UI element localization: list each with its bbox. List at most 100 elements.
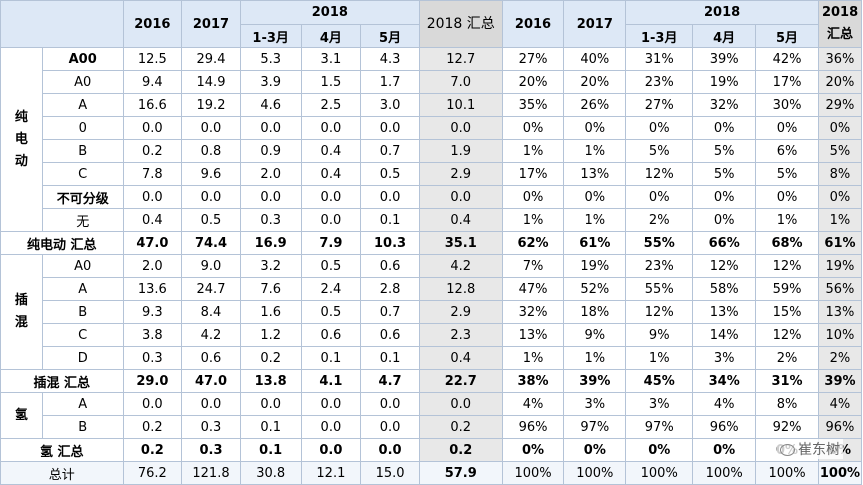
share-cell: 14% [692,323,757,347]
share-cell: 100% [563,461,627,485]
share-cell: 0% [563,438,627,462]
share-cell: 12% [755,323,819,347]
volume-cell: 10.3 [360,231,420,255]
volume-cell: 2.3 [418,323,503,347]
share-cell: 100% [625,461,694,485]
share-cell: 58% [692,277,757,301]
share-cell: 1% [501,139,565,163]
volume-cell: 29.0 [122,369,183,393]
share-cell: 3% [625,392,694,416]
volume-cell: 2.9 [418,300,503,324]
volume-cell: 30.8 [239,461,302,485]
segment-label: B [41,139,124,163]
share-cell: 59% [755,277,819,301]
volume-cell: 0.0 [300,185,362,209]
share-cell: 9% [563,323,627,347]
share-cell: 2% [755,346,819,370]
share-cell: 39% [692,47,757,71]
volume-cell: 4.2 [181,323,241,347]
table-row: 插混 A0 2.0 9.0 3.2 0.5 0.6 4.2 7% 19% 23% 12% 12% 19% [0,254,863,370]
volume-cell: 0.4 [300,162,362,186]
share-cell: 0% [625,438,694,462]
volume-cell: 9.0 [181,254,241,278]
volume-cell: 8.4 [181,300,241,324]
volume-cell: 0.1 [360,346,420,370]
share-cell: 61% [817,231,863,255]
volume-cell: 1.6 [239,300,302,324]
share-cell: 4% [692,392,757,416]
share-cell: 20% [563,70,627,94]
share-cell: 6% [755,139,819,163]
volume-cell: 9.6 [181,162,241,186]
header-share-2016: 2016 [501,0,565,48]
share-cell: 7% [501,254,565,278]
volume-cell: 1.5 [300,70,362,94]
volume-cell: 12.8 [418,277,503,301]
volume-cell: 0.5 [181,208,241,232]
volume-cell: 29.4 [181,47,241,71]
volume-cell: 0.6 [181,346,241,370]
share-cell: 0% [501,438,565,462]
volume-cell: 0.0 [122,392,183,416]
volume-cell: 0.4 [418,208,503,232]
subtotal-label: 氢 汇总 [0,438,124,462]
share-cell: 19% [563,254,627,278]
share-cell: 1% [755,208,819,232]
share-cell: 30% [755,93,819,117]
volume-cell: 0.0 [181,392,241,416]
segment-label: C [41,323,124,347]
volume-cell: 0.4 [418,346,503,370]
header-apr: 4月 [300,24,362,48]
volume-cell: 0.1 [239,415,302,439]
table-row: 0 0.0 0.0 0.0 0.0 0.0 0.0 0% 0% 0% 0% 0% 0% [1,116,863,140]
share-cell: 10% [817,323,863,347]
volume-cell: 0.6 [300,323,362,347]
volume-cell: 2.0 [239,162,302,186]
group-label-bev: 纯电动 [0,47,43,232]
volume-cell: 12.7 [418,47,503,71]
share-cell: 45% [625,369,694,393]
share-cell: 1% [563,139,627,163]
share-cell: 31% [755,369,819,393]
share-cell: 23% [625,254,694,278]
share-cell: 0% [817,185,863,209]
volume-cell: 0.0 [418,185,503,209]
header-share-2017: 2017 [563,0,627,48]
volume-cell: 0.0 [300,392,362,416]
share-cell: 13% [692,300,757,324]
volume-cell: 19.2 [181,93,241,117]
share-cell: 68% [755,231,819,255]
table-row: 氢 A 0.0 0.0 0.0 0.0 0.0 0.0 4% 3% 3% 4% 8% 4% [0,392,863,439]
share-cell: 17% [755,70,819,94]
volume-cell: 0.5 [300,254,362,278]
share-cell: 5% [817,139,863,163]
segment-label: A0 [41,254,124,278]
share-cell: 61% [563,231,627,255]
volume-cell: 0.2 [418,415,503,439]
header-may: 5月 [360,24,420,48]
share-cell: 96% [501,415,565,439]
share-cell: 0% [755,185,819,209]
share-cell: 52% [563,277,627,301]
volume-cell: 0.3 [181,415,241,439]
volume-cell: 76.2 [122,461,183,485]
share-cell: 38% [501,369,565,393]
table-row: D 0.3 0.6 0.2 0.1 0.1 0.4 1% 1% 1% 3% 2% 2% [1,346,863,370]
table-row: 插混 汇总 29.0 47.0 13.8 4.1 4.7 22.7 38% 39% 45% 34% 3… [0,369,863,393]
volume-cell: 2.9 [418,162,503,186]
share-cell: 9% [625,323,694,347]
volume-cell: 0.0 [181,116,241,140]
volume-cell: 0.4 [300,139,362,163]
share-cell: 100% [755,461,819,485]
share-cell: 27% [625,93,694,117]
header-share-2018-sum: 2018 汇总 [817,0,863,48]
share-cell: 1% [563,208,627,232]
share-cell: 5% [625,139,694,163]
share-cell: 3% [563,392,627,416]
share-cell: 2% [817,346,863,370]
share-cell: 35% [501,93,565,117]
volume-cell: 4.1 [300,369,362,393]
volume-cell: 3.2 [239,254,302,278]
segment-label: D [41,346,124,370]
volume-cell: 0.5 [300,300,362,324]
